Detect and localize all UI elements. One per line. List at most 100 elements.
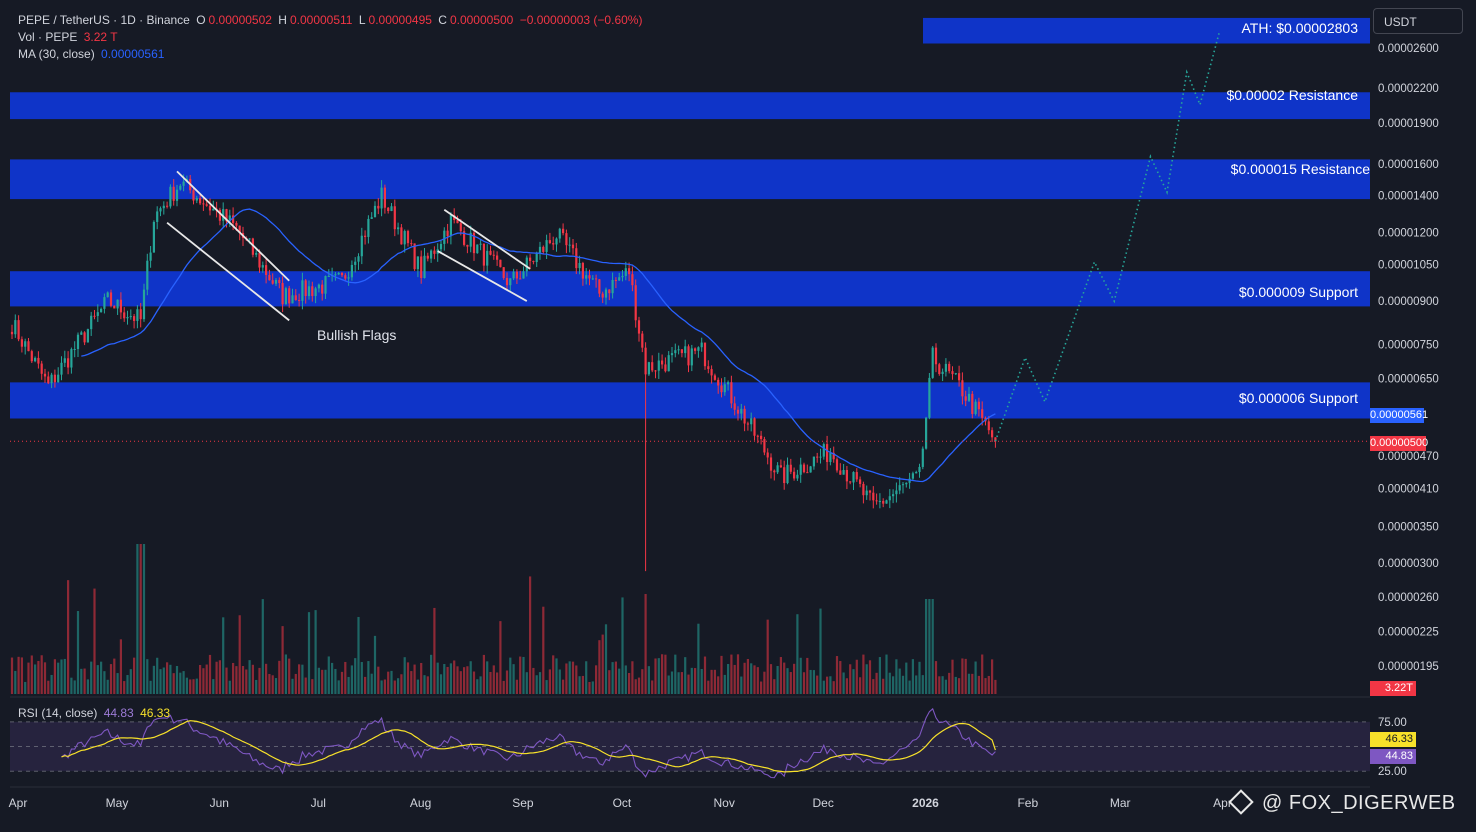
volume-bar: [133, 657, 136, 694]
candle-body: [760, 435, 763, 440]
volume-bar: [149, 680, 152, 694]
volume-bar: [581, 675, 584, 694]
volume-bar: [298, 664, 301, 694]
volume-bar: [268, 673, 271, 694]
candle-body: [839, 470, 842, 475]
rsi-ma-value: 46.33: [140, 706, 171, 720]
volume-bar: [271, 675, 274, 694]
candle-body: [255, 252, 258, 255]
volume-bar: [433, 607, 436, 694]
volume-bar: [354, 658, 357, 694]
volume-bar: [756, 667, 759, 694]
ma-value: 0.00000561: [101, 47, 165, 61]
candle-body: [961, 380, 964, 397]
candle-body: [680, 349, 683, 354]
volume-bar: [901, 675, 905, 694]
price-axis-tick: 0.00001600: [1378, 159, 1439, 171]
volume-bar: [885, 654, 888, 694]
candle-body: [717, 379, 720, 386]
candle-body: [859, 479, 862, 484]
candle-body: [958, 373, 961, 381]
volume-bar: [713, 669, 716, 694]
close-label: C: [438, 13, 447, 27]
volume-bar: [321, 669, 324, 694]
currency-button[interactable]: USDT: [1373, 8, 1463, 34]
candle-body: [674, 350, 677, 354]
candle-body: [278, 279, 281, 284]
candle-body: [670, 353, 674, 356]
volume-bar: [700, 668, 703, 694]
candle-body: [855, 472, 858, 480]
candle-body: [271, 280, 274, 284]
candle-body: [641, 333, 644, 348]
volume-bar: [647, 666, 650, 694]
candle-body: [162, 205, 165, 209]
volume-bar: [733, 664, 736, 694]
candle-body: [291, 295, 294, 304]
candle-body: [786, 464, 789, 484]
volume-bar: [463, 667, 466, 694]
rsi-label[interactable]: RSI (14, close): [18, 706, 98, 720]
candle-body: [228, 215, 231, 222]
candle-body: [57, 374, 60, 383]
candle-body: [377, 205, 380, 209]
time-axis-tick: Aug: [410, 796, 431, 810]
volume-bar: [284, 654, 287, 694]
candle-body: [248, 238, 251, 240]
candle-body: [136, 309, 139, 321]
candle-body: [868, 490, 872, 493]
candle-body: [304, 280, 307, 297]
candle-body: [393, 206, 396, 230]
candle-body: [357, 256, 360, 262]
volume-bar: [430, 654, 433, 694]
volume-bar: [53, 659, 56, 694]
volume-bar: [347, 676, 350, 694]
volume-bar: [624, 665, 627, 694]
volume-bar: [717, 676, 720, 694]
candle-body: [76, 334, 80, 350]
candle-body: [463, 231, 466, 245]
candle-body: [654, 370, 657, 372]
candle-body: [156, 211, 159, 222]
candle-body: [535, 252, 538, 263]
candle-body: [383, 187, 386, 208]
time-axis-tick: Nov: [714, 796, 735, 810]
candle-body: [723, 384, 726, 393]
candle-body: [934, 347, 938, 365]
volume-bar: [542, 606, 545, 694]
candle-body: [829, 452, 832, 463]
candle-body: [558, 228, 561, 239]
volume-bar: [859, 677, 862, 694]
volume-bar: [674, 654, 677, 694]
volume-bar: [845, 678, 848, 694]
candle-body: [10, 331, 14, 335]
volume-bar: [911, 659, 914, 694]
volume-label[interactable]: Vol · PEPE: [18, 30, 78, 44]
volume-bar: [469, 661, 472, 694]
candle-body: [294, 295, 297, 301]
candle-body: [354, 261, 357, 265]
volume-bar: [958, 678, 961, 694]
symbol-label[interactable]: PEPE / TetherUS · 1D · Binance: [18, 13, 190, 27]
volume-bar: [426, 676, 429, 694]
candle-body: [885, 500, 888, 504]
volume-bar: [664, 654, 667, 694]
candle-body: [123, 312, 126, 319]
volume-bar: [944, 679, 947, 694]
ma-label[interactable]: MA (30, close): [18, 47, 95, 61]
candle-body: [274, 279, 278, 284]
price-axis-tick: 0.00000195: [1378, 661, 1439, 673]
volume-bar: [449, 663, 452, 694]
volume-bar: [255, 679, 258, 694]
time-axis-tick: May: [106, 796, 129, 810]
candle-body: [964, 396, 967, 401]
candle-body: [73, 349, 76, 351]
bullish-flags-label: Bullish Flags: [317, 327, 397, 343]
zone-label-resistance-2: $0.00002 Resistance: [1226, 87, 1358, 103]
volume-bar: [525, 672, 528, 694]
candle-body: [443, 230, 446, 244]
candle-body: [667, 355, 670, 372]
volume-bar: [43, 662, 47, 694]
volume-bar: [228, 680, 231, 694]
